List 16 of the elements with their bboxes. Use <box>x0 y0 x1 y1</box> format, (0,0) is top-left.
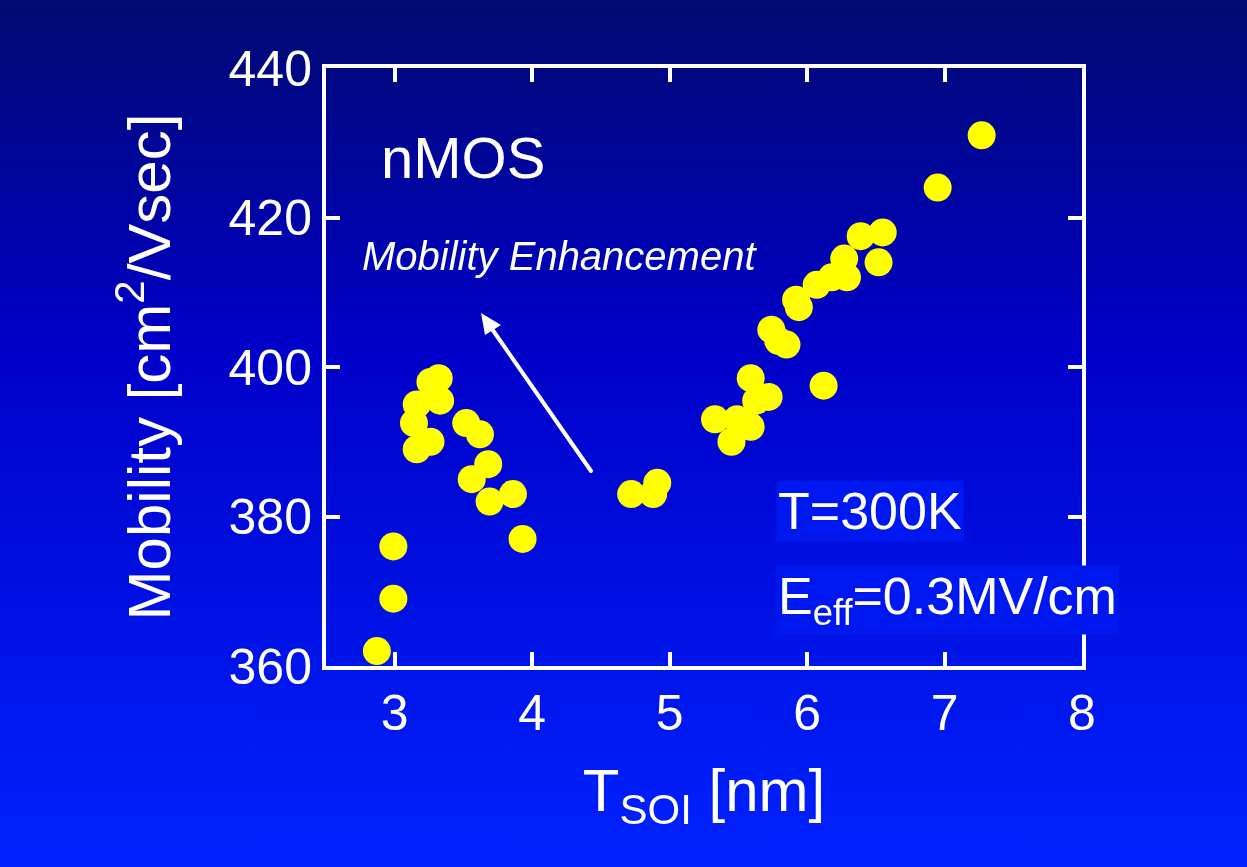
x-axis-title: T$_{SOI}$ [nm] <box>582 757 826 833</box>
y-tick-label: 440 <box>228 40 312 97</box>
annotation: T=300K <box>778 482 962 540</box>
x-tick-label: 8 <box>1068 685 1096 741</box>
y-tick-label: 360 <box>228 638 312 695</box>
annotation: nMOS <box>381 125 546 190</box>
y-tick-label: 400 <box>228 339 312 396</box>
x-tick-label: 5 <box>655 685 684 741</box>
y-tick-label: 380 <box>228 489 312 545</box>
x-tick-label: 3 <box>380 685 409 741</box>
annotation: Mobility Enhancement <box>362 234 758 278</box>
x-tick-label: 6 <box>793 685 821 741</box>
x-tick-label: 7 <box>930 685 959 741</box>
y-tick-label: 420 <box>228 190 312 246</box>
annotation: E$_{eff}$=0.3MV/cm <box>778 567 1117 633</box>
x-tick-label: 4 <box>518 685 547 741</box>
